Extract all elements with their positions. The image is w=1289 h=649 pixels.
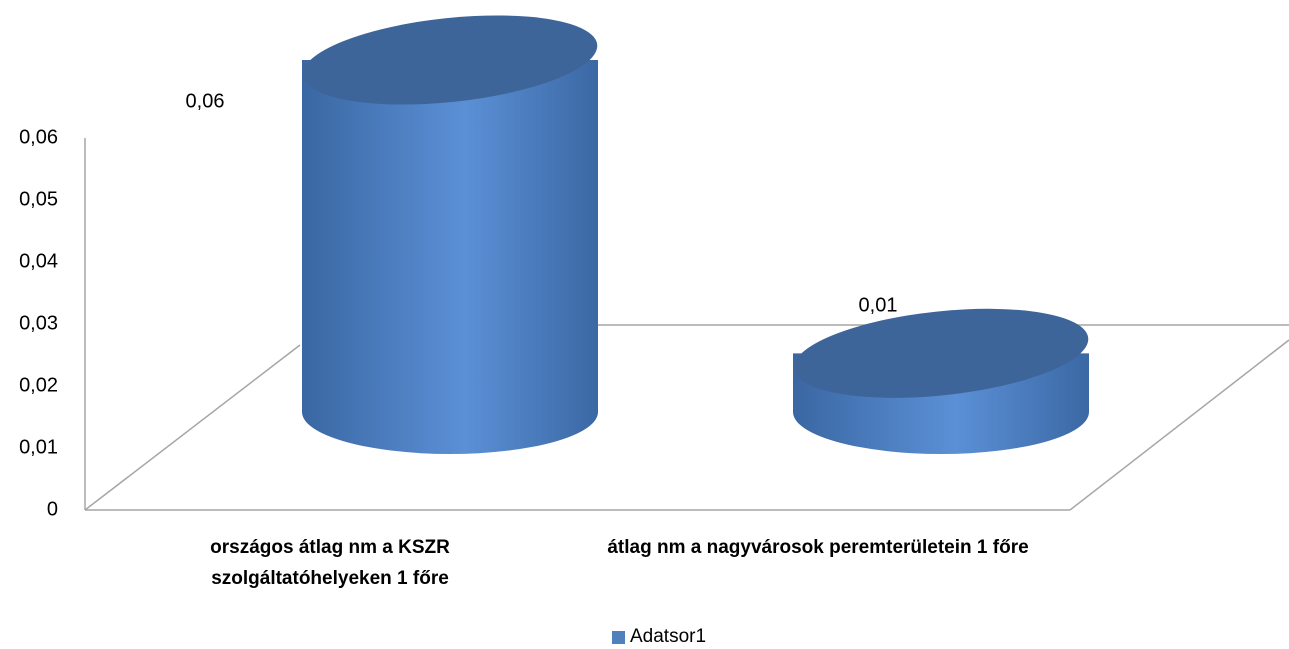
- data-label: 0,01: [859, 295, 898, 317]
- y-tick-label: 0,01: [19, 436, 58, 458]
- y-tick-label: 0,03: [19, 312, 58, 334]
- y-tick-label: 0,02: [19, 374, 58, 396]
- bar: [302, 15, 598, 454]
- y-tick-label: 0,05: [19, 188, 58, 210]
- data-label: 0,06: [186, 90, 225, 112]
- cylinder-top: [793, 308, 1089, 398]
- cylinder-side: [302, 60, 598, 454]
- y-tick-label: 0,04: [19, 250, 58, 272]
- x-tick-label: országos átlag nm a KSZR szolgáltatóhely…: [210, 537, 450, 589]
- bar: [793, 308, 1089, 454]
- legend: Adatsor1: [612, 626, 706, 648]
- x-tick-label: átlag nm a nagyvárosok peremterületein 1…: [607, 537, 1029, 558]
- y-tick-label: 0: [47, 498, 58, 520]
- floor: [84, 138, 1289, 511]
- legend-swatch: [612, 630, 625, 644]
- legend-label: Adatsor1: [630, 626, 707, 647]
- cylinder-top: [302, 15, 598, 105]
- series: [302, 15, 1089, 454]
- y-tick-label: 0,06: [19, 126, 58, 148]
